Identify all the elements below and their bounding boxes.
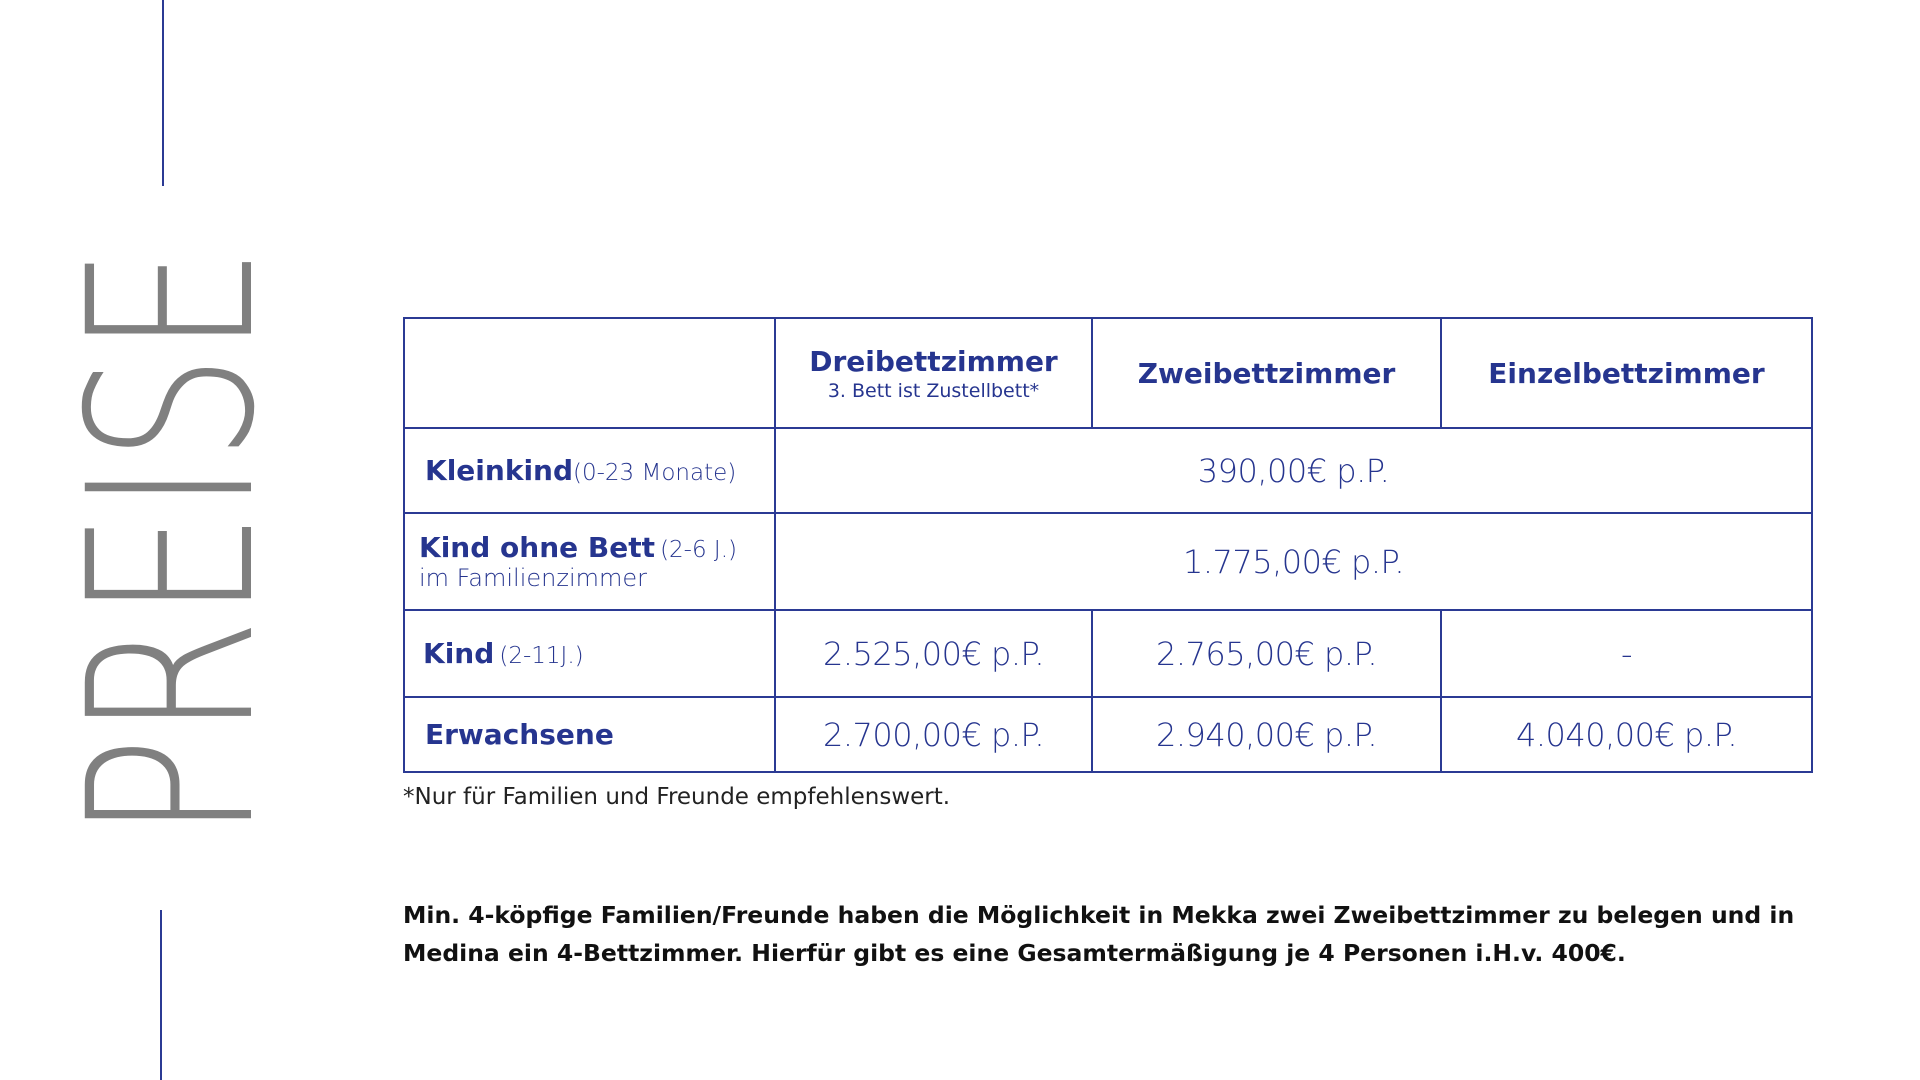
row-label-detail: (2-6 J.) bbox=[660, 537, 737, 563]
row-label: Erwachsene bbox=[403, 696, 776, 773]
header-empty bbox=[403, 317, 776, 429]
row-label-main: Kind bbox=[423, 637, 495, 670]
price-cell: 4.040,00€ p.P. bbox=[1440, 696, 1813, 773]
header-sub: 3. Bett ist Zustellbett* bbox=[827, 379, 1040, 402]
price-cell: 2.525,00€ p.P. bbox=[774, 609, 1093, 698]
price-cell: - bbox=[1440, 609, 1813, 698]
header-zweibettzimmer: Zweibettzimmer bbox=[1091, 317, 1442, 429]
price-cell: 1.775,00€ p.P. bbox=[774, 512, 1813, 611]
row-label-main: Erwachsene bbox=[425, 718, 614, 751]
table-row: Erwachsene 2.700,00€ p.P. 2.940,00€ p.P.… bbox=[403, 696, 1813, 773]
header-label: Dreibettzimmer bbox=[809, 344, 1058, 378]
discount-note: Min. 4-köpfige Familien/Freunde haben di… bbox=[403, 901, 1795, 967]
row-label-detail: (2-11J.) bbox=[499, 643, 584, 669]
table-row: Kleinkind(0-23 Monate) 390,00€ p.P. bbox=[403, 427, 1813, 514]
price-cell: 2.940,00€ p.P. bbox=[1091, 696, 1442, 773]
row-label: Kleinkind(0-23 Monate) bbox=[403, 427, 776, 514]
decorative-line-bottom bbox=[160, 910, 162, 1080]
row-label: Kind (2-11J.) bbox=[403, 609, 776, 698]
row-label-main: Kleinkind bbox=[425, 454, 574, 487]
row-label-detail2: im Familienzimmer bbox=[419, 564, 647, 592]
row-label: Kind ohne Bett (2-6 J.) im Familienzimmer bbox=[403, 512, 776, 611]
price-cell: 390,00€ p.P. bbox=[774, 427, 1813, 514]
page-title-text: PREISE bbox=[70, 247, 260, 839]
price-table: Dreibettzimmer 3. Bett ist Zustellbett* … bbox=[403, 317, 1813, 773]
header-einzelbettzimmer: Einzelbettzimmer bbox=[1440, 317, 1813, 429]
page-title: PREISE bbox=[70, 247, 260, 839]
table-header-row: Dreibettzimmer 3. Bett ist Zustellbett* … bbox=[403, 317, 1813, 429]
footnote: *Nur für Familien und Freunde empfehlens… bbox=[403, 784, 951, 810]
price-cell: 2.700,00€ p.P. bbox=[774, 696, 1093, 773]
row-label-main: Kind ohne Bett bbox=[419, 531, 655, 564]
table-row: Kind ohne Bett (2-6 J.) im Familienzimmer… bbox=[403, 512, 1813, 611]
table-row: Kind (2-11J.) 2.525,00€ p.P. 2.765,00€ p… bbox=[403, 609, 1813, 698]
row-label-detail: (0-23 Monate) bbox=[573, 460, 737, 486]
header-dreibettzimmer: Dreibettzimmer 3. Bett ist Zustellbett* bbox=[774, 317, 1093, 429]
decorative-line-top bbox=[162, 0, 164, 186]
price-cell: 2.765,00€ p.P. bbox=[1091, 609, 1442, 698]
